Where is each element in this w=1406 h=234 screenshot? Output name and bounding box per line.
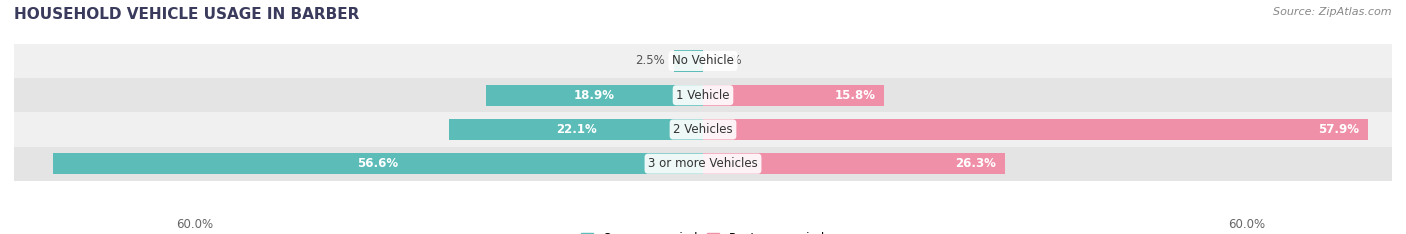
Text: 0.0%: 0.0%: [713, 55, 742, 67]
Text: 60.0%: 60.0%: [176, 218, 212, 231]
Bar: [14, 112, 1392, 146]
Bar: [486, 84, 703, 106]
Text: 2.5%: 2.5%: [636, 55, 665, 67]
Text: 18.9%: 18.9%: [574, 89, 614, 102]
Text: 22.1%: 22.1%: [555, 123, 596, 136]
Bar: [450, 119, 703, 140]
Text: 26.3%: 26.3%: [955, 157, 995, 170]
Text: 15.8%: 15.8%: [834, 89, 875, 102]
Text: 57.9%: 57.9%: [1317, 123, 1358, 136]
Bar: [703, 119, 1368, 140]
Bar: [703, 153, 1005, 174]
Bar: [675, 50, 703, 72]
Text: 2 Vehicles: 2 Vehicles: [673, 123, 733, 136]
Text: 60.0%: 60.0%: [1229, 218, 1265, 231]
Text: No Vehicle: No Vehicle: [672, 55, 734, 67]
Legend: Owner-occupied, Renter-occupied: Owner-occupied, Renter-occupied: [576, 227, 830, 234]
Text: Source: ZipAtlas.com: Source: ZipAtlas.com: [1274, 7, 1392, 17]
Text: HOUSEHOLD VEHICLE USAGE IN BARBER: HOUSEHOLD VEHICLE USAGE IN BARBER: [14, 7, 360, 22]
Bar: [703, 84, 884, 106]
Bar: [14, 78, 1392, 112]
Text: 56.6%: 56.6%: [357, 157, 399, 170]
Bar: [14, 44, 1392, 78]
Bar: [14, 146, 1392, 181]
Text: 3 or more Vehicles: 3 or more Vehicles: [648, 157, 758, 170]
Bar: [53, 153, 703, 174]
Text: 1 Vehicle: 1 Vehicle: [676, 89, 730, 102]
